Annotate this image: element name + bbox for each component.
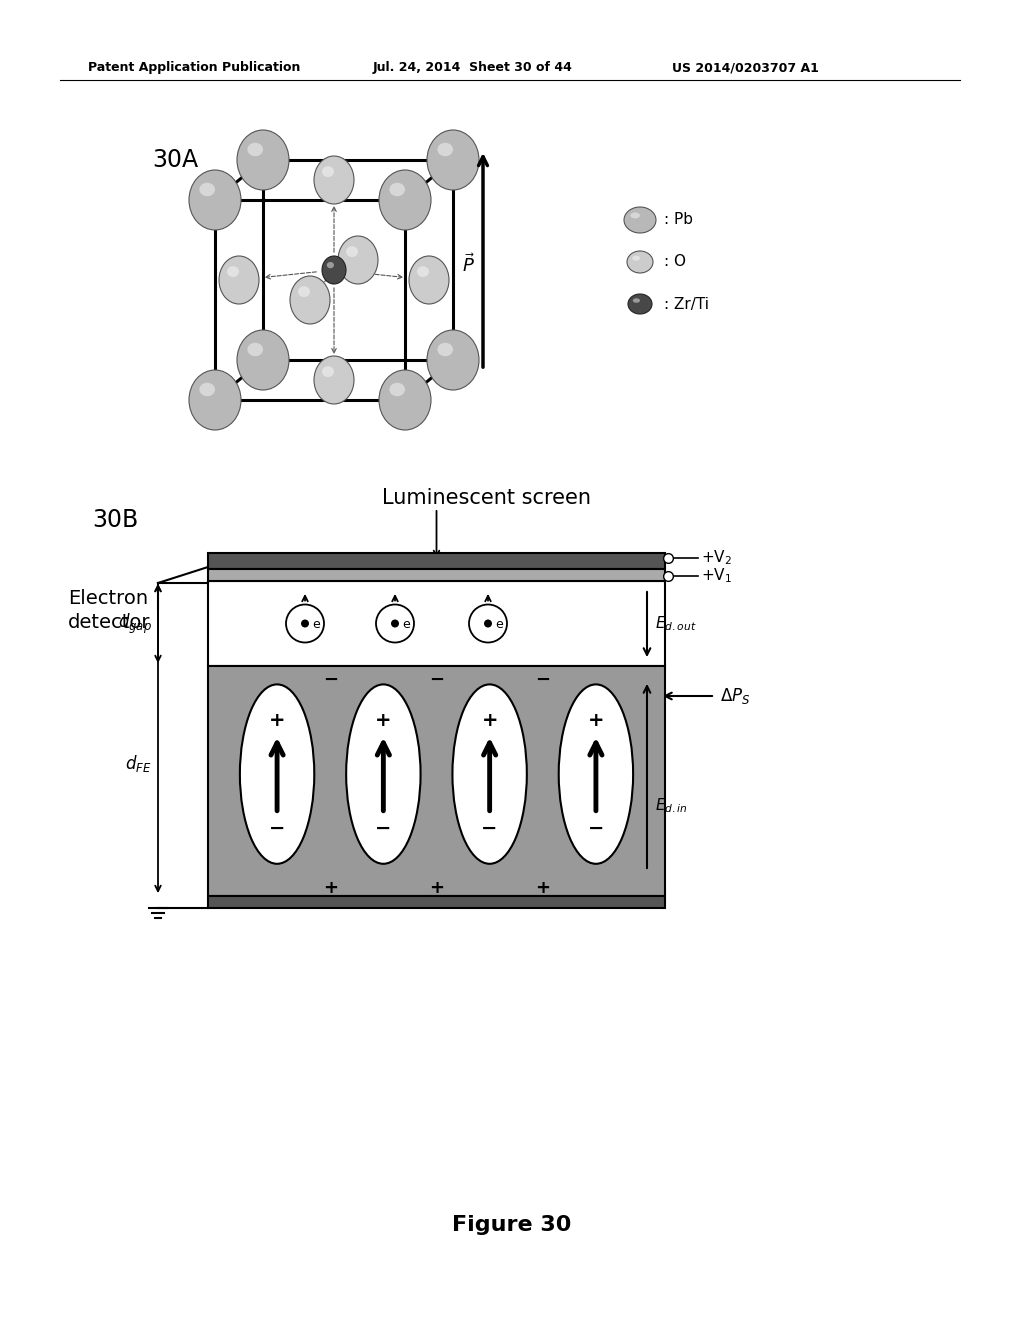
Ellipse shape: [338, 236, 378, 284]
Ellipse shape: [314, 356, 354, 404]
Ellipse shape: [379, 370, 431, 430]
Text: +: +: [588, 710, 604, 730]
Circle shape: [376, 605, 414, 643]
Ellipse shape: [453, 684, 526, 863]
Text: $E_{d.out}$: $E_{d.out}$: [655, 614, 696, 632]
Text: US 2014/0203707 A1: US 2014/0203707 A1: [672, 62, 819, 74]
Ellipse shape: [237, 129, 289, 190]
Ellipse shape: [437, 143, 453, 156]
Ellipse shape: [627, 251, 653, 273]
Text: Luminescent screen: Luminescent screen: [382, 488, 591, 508]
Ellipse shape: [346, 684, 421, 863]
Text: $d_{gap}$: $d_{gap}$: [118, 611, 152, 636]
Text: +: +: [429, 879, 444, 898]
Text: e: e: [312, 618, 319, 631]
Ellipse shape: [427, 330, 479, 389]
Circle shape: [484, 619, 492, 627]
Circle shape: [391, 619, 399, 627]
Ellipse shape: [237, 330, 289, 389]
Ellipse shape: [227, 267, 239, 277]
Text: 30A: 30A: [152, 148, 198, 172]
Ellipse shape: [322, 256, 346, 284]
Circle shape: [286, 605, 324, 643]
Bar: [208, 581, 665, 667]
Ellipse shape: [624, 207, 656, 234]
Text: +: +: [323, 879, 338, 898]
Ellipse shape: [322, 166, 334, 177]
Text: −: −: [429, 671, 444, 689]
Circle shape: [301, 619, 309, 627]
Ellipse shape: [628, 294, 652, 314]
Text: $E_{d.in}$: $E_{d.in}$: [655, 797, 688, 816]
Ellipse shape: [379, 170, 431, 230]
Text: −: −: [588, 818, 604, 837]
Text: $\vec{P}$: $\vec{P}$: [462, 253, 475, 276]
Bar: [208, 896, 665, 908]
Ellipse shape: [633, 298, 640, 302]
Text: Figure 30: Figure 30: [453, 1214, 571, 1236]
Circle shape: [469, 605, 507, 643]
Text: −: −: [536, 671, 550, 689]
Text: Patent Application Publication: Patent Application Publication: [88, 62, 300, 74]
Ellipse shape: [409, 256, 449, 304]
Bar: [208, 569, 665, 581]
Ellipse shape: [200, 182, 215, 197]
Ellipse shape: [298, 286, 310, 297]
Text: e: e: [402, 618, 410, 631]
Ellipse shape: [248, 143, 263, 156]
Text: Electron
detector: Electron detector: [68, 589, 151, 631]
Ellipse shape: [240, 684, 314, 863]
Ellipse shape: [219, 256, 259, 304]
Bar: [208, 667, 665, 896]
Text: −: −: [269, 818, 286, 837]
Text: $d_{FE}$: $d_{FE}$: [125, 752, 152, 774]
Ellipse shape: [327, 261, 334, 268]
Text: 30B: 30B: [92, 508, 138, 532]
Text: $\Delta P_S$: $\Delta P_S$: [720, 686, 751, 706]
Ellipse shape: [437, 343, 453, 356]
Text: +: +: [375, 710, 391, 730]
Ellipse shape: [417, 267, 429, 277]
Text: +: +: [269, 710, 286, 730]
Text: +V$_2$: +V$_2$: [701, 549, 732, 568]
Text: e: e: [495, 618, 503, 631]
Text: −: −: [323, 671, 338, 689]
Text: : Zr/Ti: : Zr/Ti: [664, 297, 709, 312]
Ellipse shape: [248, 343, 263, 356]
Ellipse shape: [189, 370, 241, 430]
Ellipse shape: [322, 366, 334, 378]
Text: : O: : O: [664, 255, 686, 269]
Ellipse shape: [290, 276, 330, 323]
Ellipse shape: [427, 129, 479, 190]
Text: : Pb: : Pb: [664, 213, 693, 227]
Ellipse shape: [314, 156, 354, 205]
Ellipse shape: [389, 383, 406, 396]
Text: −: −: [481, 818, 498, 837]
Text: +: +: [536, 879, 550, 898]
Ellipse shape: [559, 684, 633, 863]
Ellipse shape: [346, 247, 358, 257]
Text: +: +: [481, 710, 498, 730]
Text: +V$_1$: +V$_1$: [701, 566, 732, 585]
Ellipse shape: [389, 182, 406, 197]
Ellipse shape: [200, 383, 215, 396]
Ellipse shape: [189, 170, 241, 230]
Text: −: −: [375, 818, 391, 837]
Text: Jul. 24, 2014  Sheet 30 of 44: Jul. 24, 2014 Sheet 30 of 44: [373, 62, 572, 74]
Ellipse shape: [631, 213, 640, 218]
Bar: [208, 553, 665, 569]
Ellipse shape: [632, 256, 640, 260]
